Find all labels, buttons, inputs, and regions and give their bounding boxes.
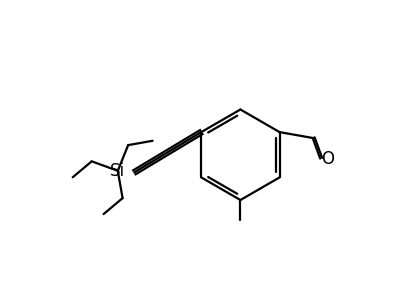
Text: Si: Si [110,162,125,180]
Text: O: O [320,150,333,168]
